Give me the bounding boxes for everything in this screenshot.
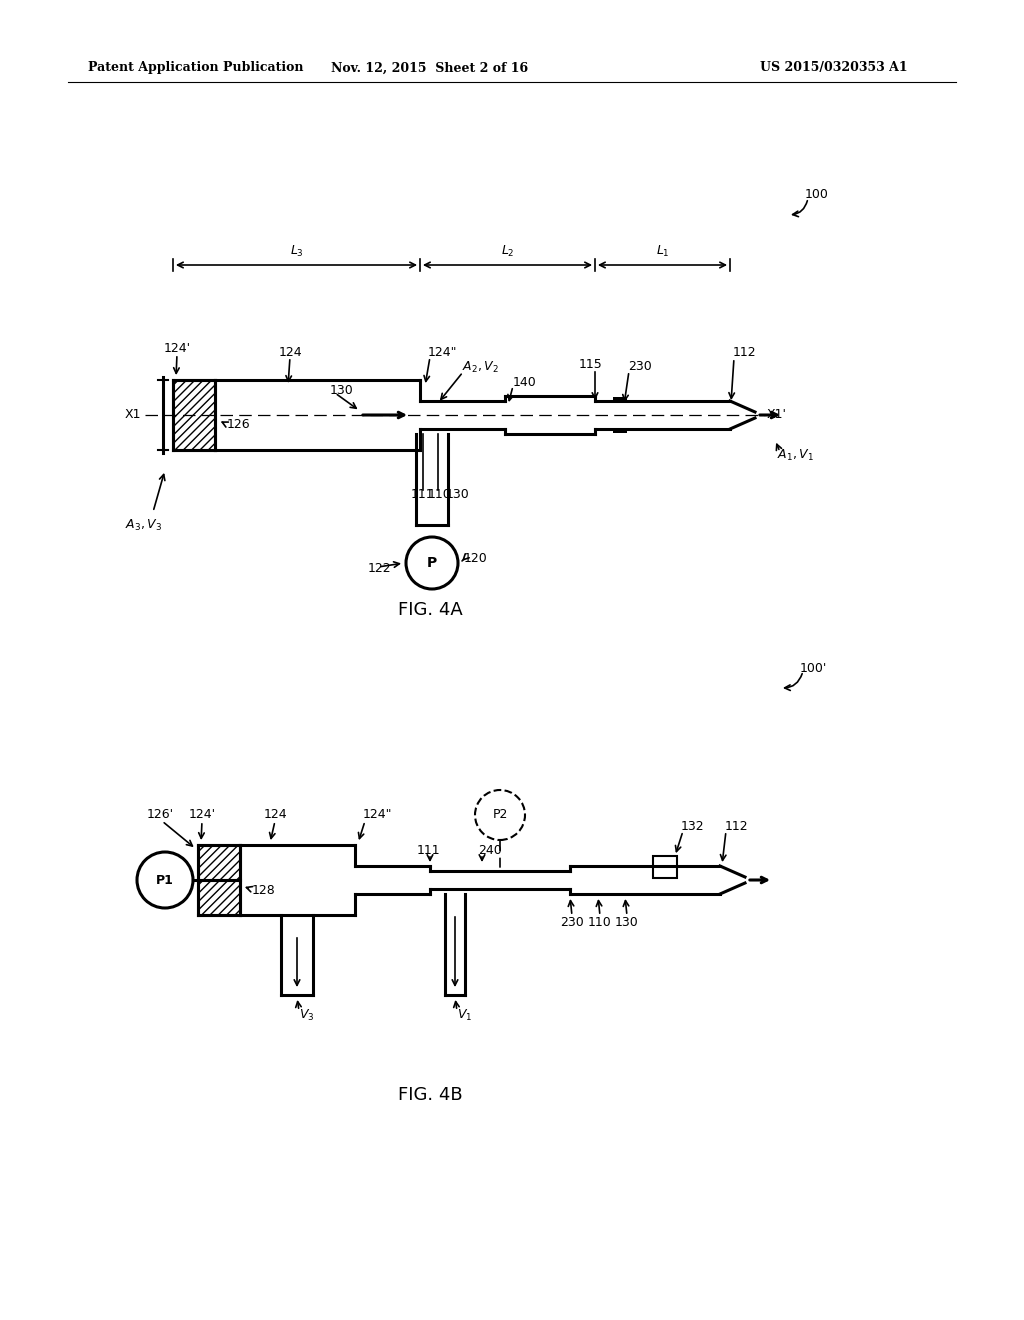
- Bar: [173, 380, 215, 450]
- Text: P1: P1: [156, 874, 174, 887]
- Text: 115: 115: [580, 359, 603, 371]
- Text: FIG. 4A: FIG. 4A: [397, 601, 463, 619]
- Text: $L_2$: $L_2$: [501, 243, 514, 259]
- Text: 124': 124': [188, 808, 216, 821]
- Text: $A_2,V_2$: $A_2,V_2$: [462, 359, 499, 375]
- Text: 126': 126': [146, 808, 173, 821]
- Text: FIG. 4B: FIG. 4B: [397, 1086, 462, 1104]
- Text: $A_3,V_3$: $A_3,V_3$: [125, 517, 162, 532]
- Text: 100': 100': [800, 661, 827, 675]
- Text: $L_1$: $L_1$: [655, 243, 670, 259]
- Text: $V_1$: $V_1$: [457, 1007, 472, 1023]
- Text: 122: 122: [368, 561, 391, 574]
- Text: 112: 112: [733, 346, 757, 359]
- Text: 124: 124: [279, 346, 302, 359]
- Text: 130: 130: [615, 916, 639, 928]
- Text: P: P: [427, 556, 437, 570]
- Text: 240: 240: [478, 843, 502, 857]
- Text: 124: 124: [263, 808, 287, 821]
- Text: 124': 124': [164, 342, 190, 355]
- Text: 128: 128: [252, 883, 275, 896]
- Text: US 2015/0320353 A1: US 2015/0320353 A1: [760, 62, 907, 74]
- Text: 110: 110: [588, 916, 612, 928]
- Text: 132: 132: [681, 821, 705, 833]
- Text: P2: P2: [493, 808, 508, 821]
- Text: X1': X1': [767, 408, 787, 421]
- Text: 230: 230: [628, 360, 651, 374]
- Text: 140: 140: [513, 375, 537, 388]
- Text: 120: 120: [464, 552, 487, 565]
- Text: $V_3$: $V_3$: [299, 1007, 314, 1023]
- Text: Patent Application Publication: Patent Application Publication: [88, 62, 303, 74]
- Text: 100: 100: [805, 189, 828, 202]
- Bar: [198, 880, 240, 915]
- Text: 130: 130: [330, 384, 353, 396]
- Text: $A_1,V_1$: $A_1,V_1$: [777, 447, 814, 462]
- Bar: [613, 428, 627, 433]
- Text: 112: 112: [725, 821, 749, 833]
- Bar: [613, 397, 627, 403]
- Text: 230: 230: [560, 916, 584, 928]
- Text: X1: X1: [125, 408, 141, 421]
- Bar: [198, 845, 240, 880]
- Bar: [653, 855, 677, 878]
- Text: 111: 111: [411, 488, 434, 502]
- Text: 124": 124": [362, 808, 392, 821]
- Text: 130: 130: [446, 488, 470, 502]
- Text: 111: 111: [416, 843, 440, 857]
- Text: Nov. 12, 2015  Sheet 2 of 16: Nov. 12, 2015 Sheet 2 of 16: [332, 62, 528, 74]
- Text: 126: 126: [227, 418, 251, 432]
- Text: 124": 124": [428, 346, 458, 359]
- Text: $L_3$: $L_3$: [290, 243, 303, 259]
- Text: 110: 110: [428, 488, 452, 502]
